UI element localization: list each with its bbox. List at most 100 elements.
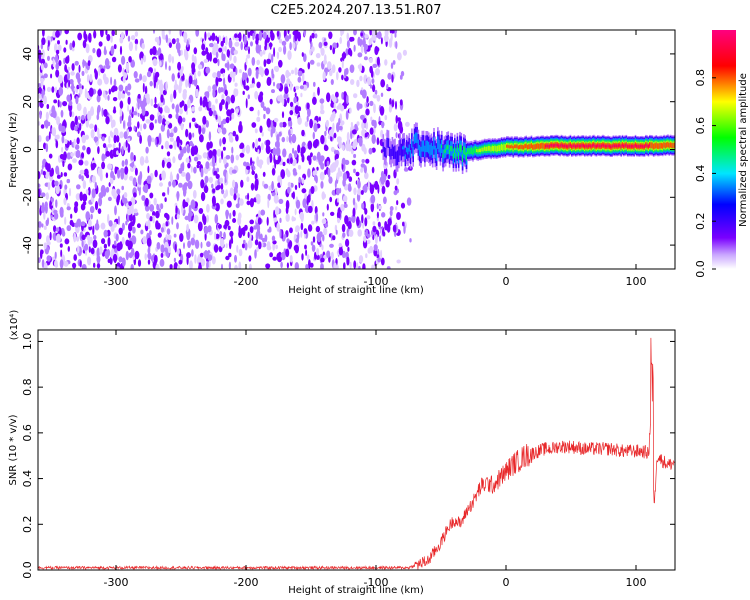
- spectrogram-noise-blob: [327, 61, 332, 70]
- spectrogram-noise-blob: [152, 211, 156, 217]
- spectrogram-noise-blob: [343, 203, 348, 208]
- spectrogram-noise-blob: [311, 244, 316, 252]
- spectrogram-noise-blob: [397, 52, 402, 61]
- spectrogram-noise-blob: [383, 196, 387, 205]
- spectrogram-tone-cell: [656, 143, 659, 149]
- spectrogram-noise-blob: [119, 107, 123, 117]
- spectrogram-noise-blob: [54, 251, 57, 259]
- spectrogram-noise-blob: [373, 183, 378, 188]
- spectrogram-noise-blob: [66, 152, 72, 160]
- spectrogram-noise-blob: [129, 109, 132, 116]
- spectrogram-noise-blob: [346, 256, 350, 266]
- spectrogram-tone-cell: [426, 140, 429, 153]
- spectrogram-noise-blob: [228, 252, 232, 258]
- spectrogram-noise-blob: [183, 242, 185, 250]
- spectrogram-noise-blob: [50, 197, 55, 203]
- spectrogram-noise-blob: [68, 100, 73, 107]
- spectrogram-tone-cell: [502, 144, 504, 151]
- spectrogram-noise-blob: [168, 113, 173, 119]
- spectrogram-noise-blob: [40, 169, 44, 175]
- spectrogram-noise-blob: [92, 47, 96, 54]
- snr-panel: -300 -200 -100 0 100 0.00.20.40.60.81.0 Heig…: [8, 310, 676, 596]
- spectrogram-noise-blob: [330, 146, 335, 153]
- spectrogram-noise-blob: [167, 234, 172, 241]
- spectrogram-noise-blob: [278, 38, 283, 44]
- spectrogram-noise-blob: [55, 54, 59, 64]
- spectrogram-noise-blob: [350, 130, 353, 140]
- spectrogram-noise-blob: [98, 197, 103, 207]
- snr-x-tick-label: 100: [626, 576, 647, 589]
- spectrogram-tone-cell: [646, 144, 648, 147]
- spectrogram-noise-blob: [46, 104, 50, 109]
- spectrogram-noise-blob: [220, 120, 224, 130]
- spectrogram-tone-cell: [629, 144, 632, 148]
- spectrogram-tone-cell: [382, 142, 385, 152]
- spectrogram-noise-blob: [247, 67, 252, 77]
- spectrogram-noise-blob: [73, 138, 76, 148]
- spectrogram-noise-blob: [396, 178, 400, 185]
- spectrogram-tone-cell: [431, 146, 434, 159]
- spectrogram-noise-blob: [252, 32, 255, 41]
- spectrogram-tone-cell: [529, 144, 531, 149]
- spectrogram-noise-blob: [153, 103, 158, 109]
- spectrogram-noise-blob: [314, 138, 319, 147]
- spectrogram-noise-blob: [258, 137, 261, 142]
- spectrogram-noise-blob: [392, 224, 397, 233]
- colorbar-tick-label: 0.8: [694, 69, 707, 87]
- spectrogram-noise-blob: [165, 234, 168, 241]
- spectrogram-noise-blob: [259, 125, 263, 133]
- spectrogram-noise-blob: [348, 176, 353, 182]
- spectrogram-tone-cell: [482, 147, 485, 152]
- spectrogram-noise-blob: [363, 235, 367, 243]
- spectrogram-noise-blob: [169, 137, 174, 142]
- spectrogram-noise-blob: [134, 38, 139, 45]
- spectrogram-noise-blob: [372, 94, 378, 99]
- spectrogram-noise-blob: [280, 169, 286, 180]
- spectrogram-noise-blob: [252, 165, 256, 171]
- spectrogram-noise-blob: [261, 142, 264, 151]
- spectrogram-noise-blob: [235, 203, 240, 209]
- spectrogram-tone-cell: [626, 145, 629, 148]
- spectrogram-noise-blob: [342, 232, 346, 239]
- spectrogram-noise-blob: [40, 124, 45, 129]
- spectrogram-noise-blob: [153, 197, 157, 206]
- spectrogram-noise-blob: [97, 104, 101, 113]
- spectrogram-noise-blob: [223, 156, 227, 165]
- spectrogram-noise-blob: [356, 101, 361, 111]
- spectrogram-noise-blob: [179, 108, 183, 115]
- spectrogram-noise-blob: [294, 105, 300, 115]
- spectrogram-noise-blob: [330, 233, 333, 241]
- spectrogram-noise-blob: [98, 67, 101, 76]
- spectrogram-noise-blob: [58, 86, 64, 96]
- spectrogram-noise-blob: [297, 116, 302, 125]
- spectrogram-noise-blob: [118, 84, 124, 92]
- spectrogram-tone-cell: [672, 143, 674, 149]
- spectrogram-noise-blob: [113, 127, 119, 138]
- spectrogram-noise-blob: [38, 170, 41, 180]
- spectrogram-noise-blob: [227, 225, 231, 231]
- spectrogram-noise-blob: [168, 42, 172, 48]
- spectrogram-tone-cell: [530, 143, 533, 149]
- spectrogram-tone-cell: [481, 147, 483, 152]
- spectrogram-noise-blob: [86, 234, 91, 241]
- spectrogram-tone-cell: [535, 143, 538, 149]
- spectrogram-noise-blob: [47, 121, 51, 127]
- spectrogram-noise-blob: [321, 218, 327, 225]
- spectrogram-noise-blob: [232, 130, 237, 137]
- spectrogram-noise-blob: [254, 90, 259, 100]
- spectrogram-noise-blob: [198, 208, 204, 214]
- spectrogram-noise-blob: [319, 171, 325, 181]
- spectrogram-noise-blob: [361, 121, 365, 130]
- spectrogram-noise-blob: [364, 172, 369, 180]
- spectrogram-noise-blob: [316, 62, 321, 67]
- spectrogram-noise-blob: [244, 224, 248, 231]
- spectrogram-noise-blob: [306, 102, 310, 110]
- spectrogram-noise-blob: [133, 154, 136, 162]
- spectrogram-noise-blob: [234, 264, 238, 269]
- spectrogram-noise-blob: [193, 55, 197, 66]
- spectrogram-noise-blob: [118, 142, 121, 148]
- spectrogram-noise-blob: [43, 94, 46, 105]
- spectrogram-noise-blob: [256, 59, 261, 66]
- spectrogram-noise-blob: [243, 79, 246, 90]
- spectrogram-noise-blob: [180, 49, 183, 56]
